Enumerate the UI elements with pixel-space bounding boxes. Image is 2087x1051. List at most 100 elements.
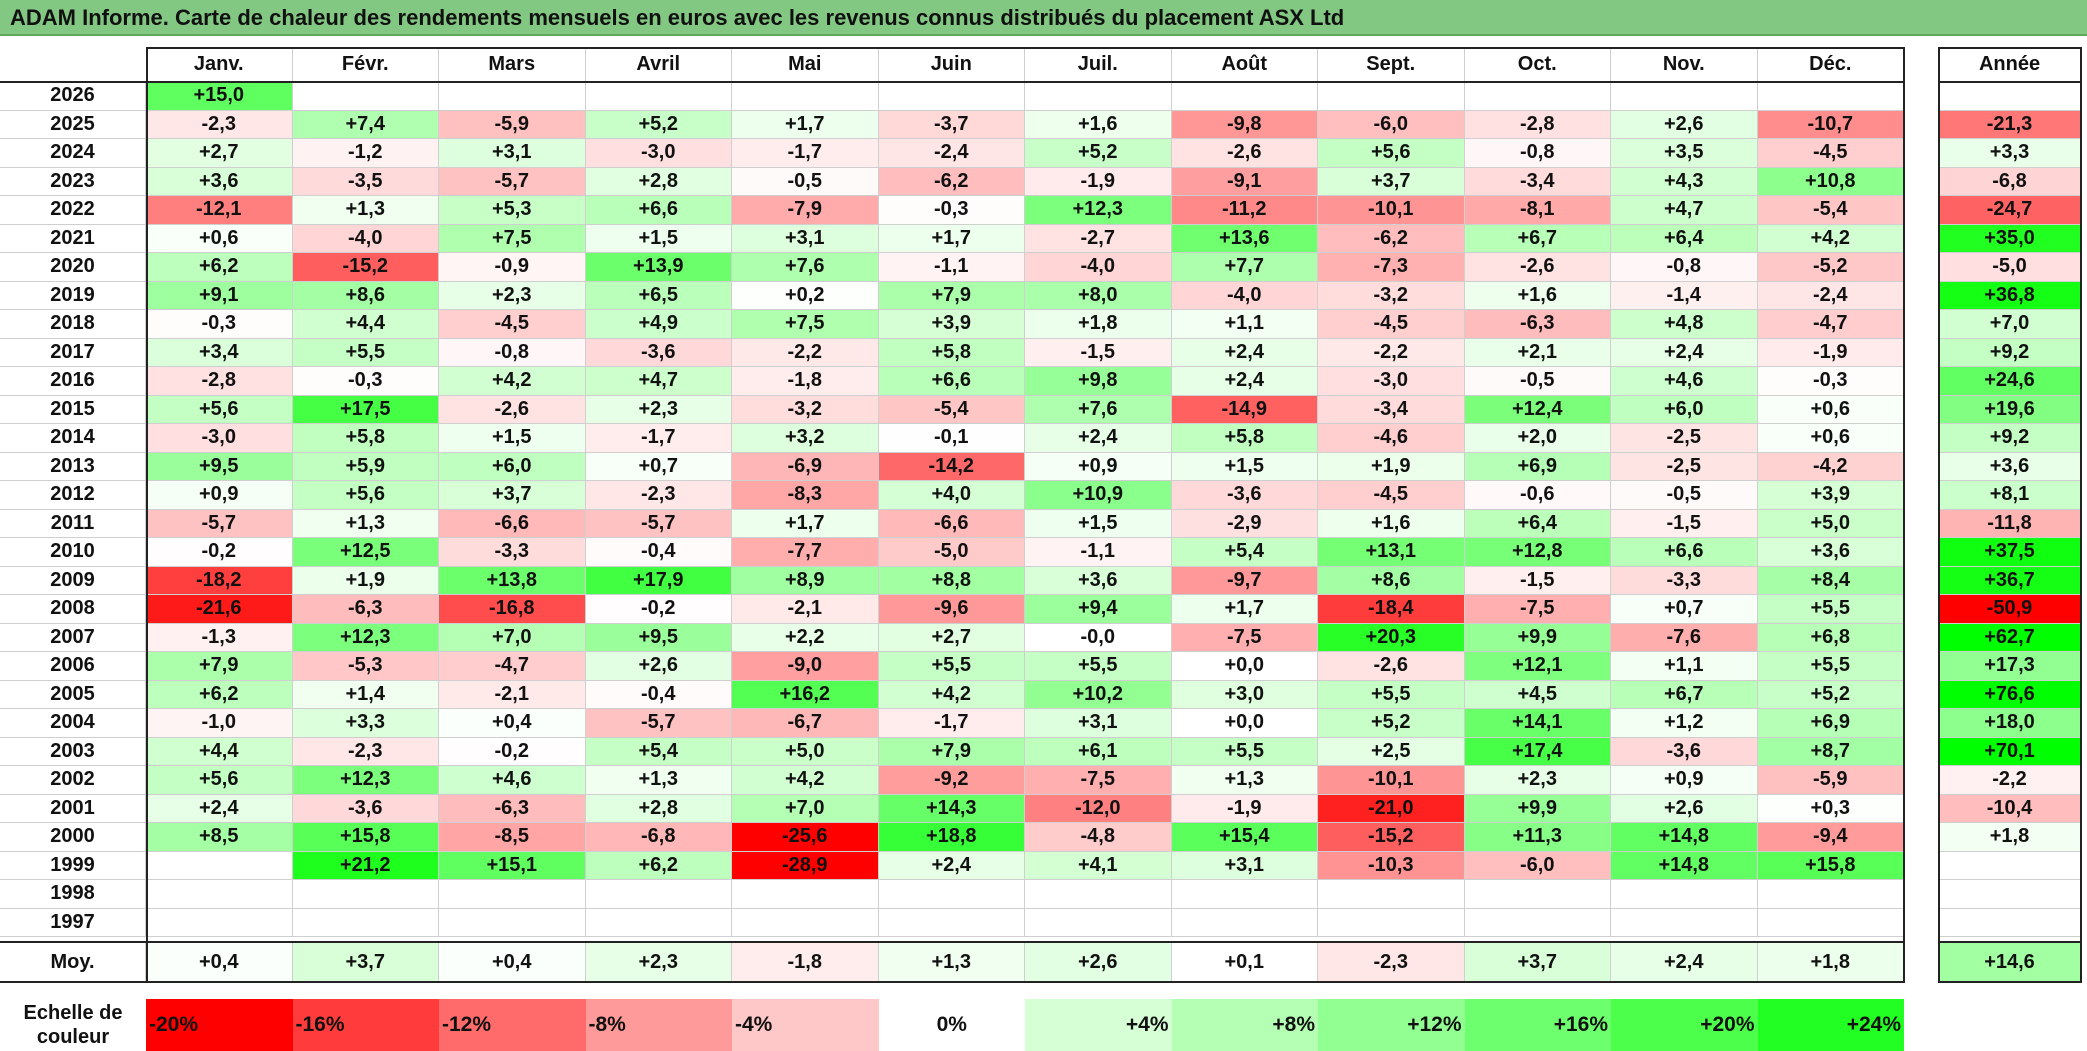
heatmap-cell: +5,4 (1171, 538, 1318, 567)
heatmap-cell: -28,9 (732, 851, 879, 880)
column-header-12: Déc. (1757, 47, 1904, 82)
heatmap-cell: -6,2 (878, 167, 1025, 196)
heatmap-cell: +10,8 (1757, 167, 1904, 196)
heatmap-cell: +4,2 (439, 367, 586, 396)
heatmap-cell (1025, 908, 1172, 937)
row-year-label: 2006 (0, 652, 146, 681)
heatmap-cell: +4,2 (878, 680, 1025, 709)
heatmap-cell: +1,6 (1025, 110, 1172, 139)
heatmap-cell: -0,9 (439, 253, 586, 282)
heatmap-cell: -1,2 (292, 139, 439, 168)
heatmap-cell: -7,5 (1464, 595, 1611, 624)
heatmap-cell: -1,5 (1464, 566, 1611, 595)
heatmap-cell: -9,0 (732, 652, 879, 681)
column-header-3: Mars (439, 47, 586, 82)
heatmap-cell: +1,3 (585, 766, 732, 795)
heatmap-cell: +1,2 (1611, 709, 1758, 738)
heatmap-cell: +5,8 (878, 338, 1025, 367)
heatmap-cell: +7,7 (1171, 253, 1318, 282)
row-year-label: 2008 (0, 595, 146, 624)
heatmap-cell: +8,9 (732, 566, 879, 595)
heatmap-cell: +9,5 (585, 623, 732, 652)
heatmap-cell: +7,6 (1025, 395, 1172, 424)
heatmap-cell: +5,5 (1025, 652, 1172, 681)
heatmap-cell: +5,5 (1757, 652, 1904, 681)
chart-title: ADAM Informe. Carte de chaleur des rende… (10, 5, 1345, 30)
heatmap-cell: -4,0 (1171, 281, 1318, 310)
heatmap-cell: +9,1 (146, 281, 293, 310)
heatmap-cell: -1,9 (1757, 338, 1904, 367)
heatmap-cell: -7,6 (1611, 623, 1758, 652)
heatmap-cell (292, 880, 439, 909)
heatmap-cell: -4,5 (1318, 310, 1465, 339)
heatmap-cell: +1,4 (292, 680, 439, 709)
heatmap-cell: +5,6 (292, 481, 439, 510)
heatmap-cell: +10,9 (1025, 481, 1172, 510)
heatmap-cell: -2,7 (1025, 224, 1172, 253)
row-year-label: 2000 (0, 823, 146, 852)
row-year-label: 2018 (0, 310, 146, 339)
heatmap-annual-cell: +19,6 (1938, 395, 2082, 424)
heatmap-cell: -3,0 (146, 424, 293, 453)
heatmap-cell (732, 908, 879, 937)
heatmap-cell: +1,6 (1464, 281, 1611, 310)
heatmap-cell: -5,3 (292, 652, 439, 681)
heatmap-cell: +6,0 (439, 452, 586, 481)
heatmap-cell: -4,2 (1757, 452, 1904, 481)
heatmap-cell (1025, 82, 1172, 111)
heatmap-cell: +14,8 (1611, 823, 1758, 852)
heatmap-cell: -0,4 (585, 538, 732, 567)
row-year-label: 1998 (0, 880, 146, 909)
heatmap-cell (146, 851, 293, 880)
heatmap-cell: -5,7 (585, 509, 732, 538)
column-header-4: Avril (585, 47, 732, 82)
heatmap-cell (1318, 908, 1465, 937)
heatmap-cell: +7,0 (439, 623, 586, 652)
heatmap-cell: -25,6 (732, 823, 879, 852)
color-scale-step: -16% (292, 999, 439, 1051)
heatmap-cell: -1,9 (1025, 167, 1172, 196)
heatmap-cell: +3,7 (439, 481, 586, 510)
heatmap-cell: +3,6 (1025, 566, 1172, 595)
heatmap-cell: +5,5 (292, 338, 439, 367)
heatmap-cell: +17,5 (292, 395, 439, 424)
heatmap-cell (292, 82, 439, 111)
average-row-label: Moy. (0, 943, 146, 983)
heatmap-cell: -6,6 (878, 509, 1025, 538)
heatmap-cell: -0,6 (1464, 481, 1611, 510)
heatmap-cell: +2,4 (1611, 338, 1758, 367)
heatmap-cell: -10,7 (1757, 110, 1904, 139)
heatmap-cell: +4,0 (878, 481, 1025, 510)
heatmap-cell: +5,5 (1757, 595, 1904, 624)
heatmap-cell: +5,9 (292, 452, 439, 481)
heatmap-cell: -9,2 (878, 766, 1025, 795)
heatmap-cell: -9,1 (1171, 167, 1318, 196)
header-separator-annual (1938, 81, 2082, 83)
heatmap-cell (878, 908, 1025, 937)
heatmap-annual-cell: -2,2 (1938, 766, 2082, 795)
heatmap-cell: -21,0 (1318, 794, 1465, 823)
heatmap-cell: +15,1 (439, 851, 586, 880)
heatmap-cell: +5,4 (585, 737, 732, 766)
heatmap-cell: +9,9 (1464, 794, 1611, 823)
heatmap-cell: +3,9 (1757, 481, 1904, 510)
average-cell: -2,3 (1318, 943, 1465, 983)
average-cell: +2,6 (1025, 943, 1172, 983)
color-scale-step: +20% (1611, 999, 1758, 1051)
row-year-label: 2024 (0, 139, 146, 168)
heatmap-cell: -10,1 (1318, 766, 1465, 795)
heatmap-cell: +2,4 (1171, 338, 1318, 367)
heatmap-cell: -8,5 (439, 823, 586, 852)
heatmap-cell: -1,1 (1025, 538, 1172, 567)
heatmap-cell: -6,2 (1318, 224, 1465, 253)
heatmap-cell: -2,5 (1611, 452, 1758, 481)
heatmap-cell: +5,2 (1318, 709, 1465, 738)
row-year-label: 2016 (0, 367, 146, 396)
heatmap-cell: +1,9 (292, 566, 439, 595)
heatmap-cell: -5,7 (585, 709, 732, 738)
heatmap-cell: +2,0 (1464, 424, 1611, 453)
average-cell: +2,4 (1611, 943, 1758, 983)
heatmap-cell: +3,1 (1025, 709, 1172, 738)
heatmap-cell: -0,0 (1025, 623, 1172, 652)
heatmap-cell: -0,8 (1611, 253, 1758, 282)
